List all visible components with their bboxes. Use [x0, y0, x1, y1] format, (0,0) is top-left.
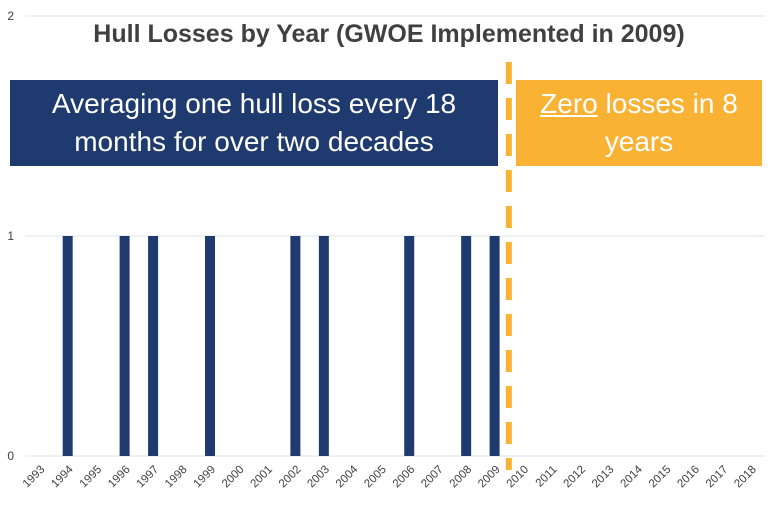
x-tick-label: 1998 — [163, 464, 190, 491]
x-tick-label: 1996 — [106, 464, 133, 491]
left-annotation-text: Averaging one hull loss every 18 months … — [51, 88, 457, 157]
x-tick-label: 2003 — [305, 464, 332, 491]
right-annotation-rest: losses in 8 years — [597, 88, 738, 157]
right-annotation-text: Zero losses in 8 years — [534, 85, 744, 161]
x-tick-label: 2013 — [590, 464, 617, 491]
bar — [62, 236, 73, 456]
y-tick-label: 1 — [7, 229, 14, 243]
x-tick-label: 2002 — [277, 464, 304, 491]
x-tick-label: 2005 — [362, 464, 389, 491]
bar — [318, 236, 329, 456]
x-tick-label: 2000 — [220, 464, 247, 491]
x-tick-label: 1994 — [49, 463, 76, 490]
bar — [404, 236, 415, 456]
bar — [489, 236, 500, 456]
x-tick-label: 2012 — [562, 464, 589, 491]
x-tick-label: 2008 — [448, 464, 475, 491]
x-tick-label: 1997 — [135, 464, 162, 491]
bars — [62, 236, 500, 456]
x-tick-label: 2014 — [618, 463, 645, 490]
x-axis-ticks: 1993 1994 1995 1996 1997 1998 1999 2000 2001 2002… — [21, 463, 759, 490]
left-annotation-box: Averaging one hull loss every 18 months … — [10, 80, 498, 166]
x-tick-label: 2007 — [419, 464, 446, 491]
x-tick-label: 1993 — [21, 464, 48, 491]
zero-emphasis: Zero — [540, 88, 598, 119]
x-tick-label: 2011 — [534, 464, 560, 490]
x-tick-label: 1999 — [192, 464, 219, 491]
y-tick-label: 0 — [7, 449, 14, 463]
y-axis-ticks: 0 1 2 — [7, 9, 14, 463]
x-tick-label: 2004 — [334, 463, 361, 490]
bar — [119, 236, 130, 456]
bar — [461, 236, 472, 456]
x-tick-label: 2001 — [248, 464, 275, 491]
x-tick-label: 2016 — [675, 464, 702, 491]
right-annotation-box: Zero losses in 8 years — [516, 80, 762, 166]
x-tick-label: 2006 — [391, 464, 418, 491]
bar — [205, 236, 215, 456]
x-tick-label: 2015 — [647, 464, 674, 491]
bar — [290, 236, 301, 456]
y-tick-label: 2 — [7, 9, 14, 23]
x-tick-label: 1995 — [78, 464, 105, 491]
x-tick-label: 2018 — [732, 464, 759, 491]
x-tick-label: 2009 — [476, 464, 503, 491]
x-tick-label: 2017 — [704, 464, 731, 491]
bar — [148, 236, 159, 456]
chart-title: Hull Losses by Year (GWOE Implemented in… — [93, 20, 685, 48]
